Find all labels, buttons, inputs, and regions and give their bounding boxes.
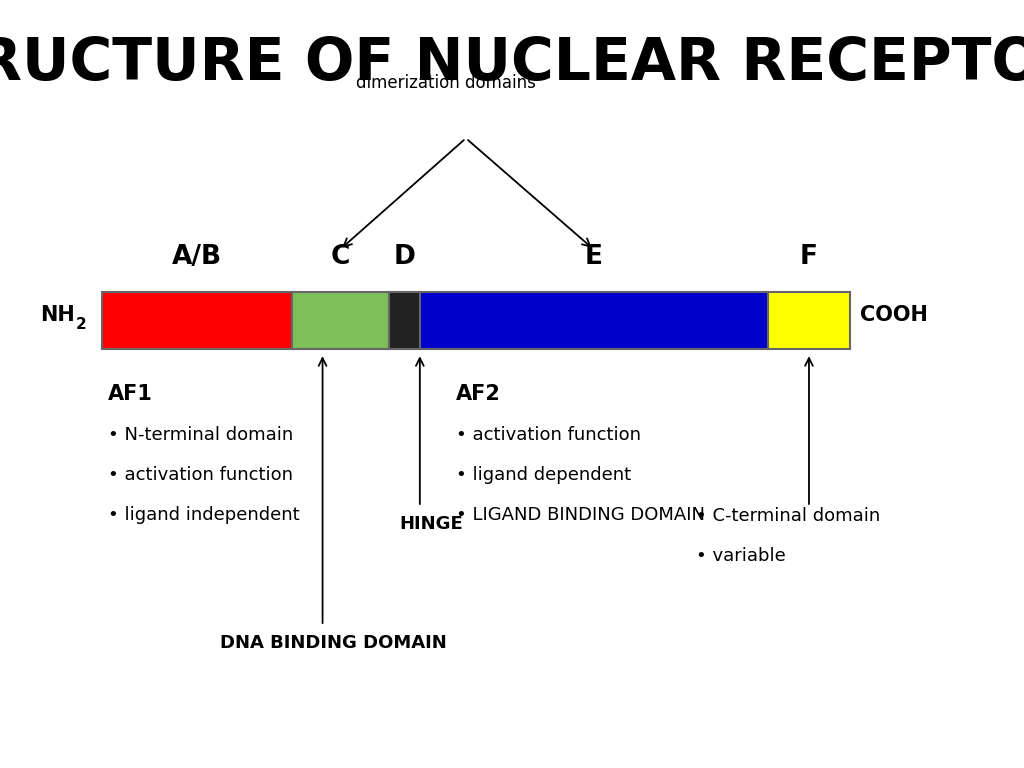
Text: COOH: COOH bbox=[860, 305, 928, 326]
Text: A/B: A/B bbox=[172, 244, 222, 270]
Text: • activation function: • activation function bbox=[456, 426, 641, 444]
Text: 2: 2 bbox=[76, 317, 86, 332]
Text: • ligand dependent: • ligand dependent bbox=[456, 466, 631, 484]
Text: • N-terminal domain: • N-terminal domain bbox=[108, 426, 293, 444]
Text: D: D bbox=[393, 244, 416, 270]
Text: • C-terminal domain: • C-terminal domain bbox=[696, 507, 881, 525]
Bar bbox=[102, 292, 292, 349]
Text: NH: NH bbox=[40, 305, 75, 326]
Text: AF2: AF2 bbox=[456, 384, 501, 404]
Text: C: C bbox=[331, 244, 349, 270]
Text: STRUCTURE OF NUCLEAR RECEPTORS: STRUCTURE OF NUCLEAR RECEPTORS bbox=[0, 35, 1024, 91]
Bar bbox=[768, 292, 850, 349]
Text: • activation function: • activation function bbox=[108, 466, 293, 484]
Bar bbox=[420, 292, 768, 349]
Text: E: E bbox=[585, 244, 603, 270]
Bar bbox=[389, 292, 420, 349]
Text: HINGE: HINGE bbox=[399, 515, 463, 532]
Text: • ligand independent: • ligand independent bbox=[108, 506, 299, 524]
Text: AF1: AF1 bbox=[108, 384, 153, 404]
Text: DNA BINDING DOMAIN: DNA BINDING DOMAIN bbox=[220, 634, 446, 651]
Text: • variable: • variable bbox=[696, 547, 786, 564]
Text: F: F bbox=[800, 244, 818, 270]
Text: • LIGAND BINDING DOMAIN: • LIGAND BINDING DOMAIN bbox=[456, 506, 705, 524]
Bar bbox=[292, 292, 389, 349]
Text: dimerization domains: dimerization domains bbox=[355, 74, 536, 92]
